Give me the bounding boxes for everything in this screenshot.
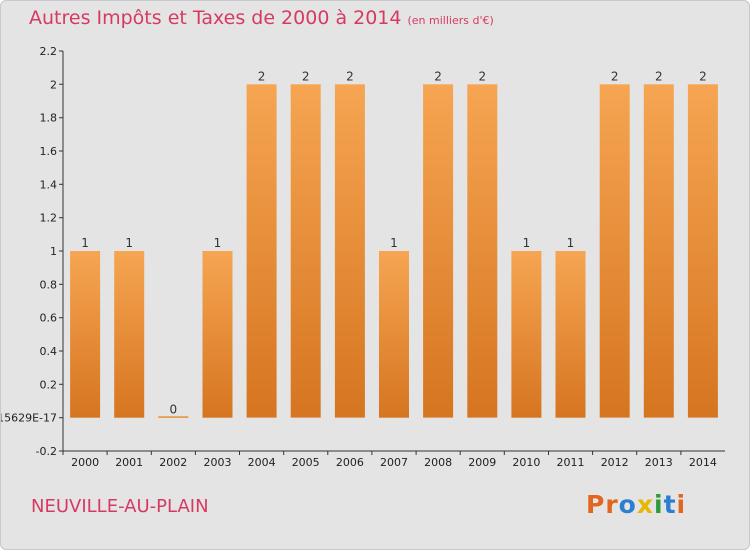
place-name: NEUVILLE-AU-PLAIN <box>31 496 209 517</box>
logo-letter: t <box>663 490 677 519</box>
data-label-2003: 1 <box>214 236 222 250</box>
x-tick-label-2014: 2014 <box>689 456 717 469</box>
bar-2009 <box>467 84 498 418</box>
bar-2007 <box>379 251 409 418</box>
x-tick-labels: 2000 2001 2002 2003 2004 2005 2006 2007 2008 2009… <box>71 456 717 469</box>
y-tick-label: 2.2 <box>40 45 58 58</box>
data-label-2009: 2 <box>478 69 486 83</box>
bar-2001 <box>114 251 145 418</box>
x-tick-label-2007: 2007 <box>380 456 408 469</box>
bars <box>70 84 718 418</box>
bar-2013 <box>643 84 674 418</box>
y-tick-label: 1.6 <box>40 145 58 158</box>
x-tick-label-2011: 2011 <box>557 456 585 469</box>
proxiti-logo: Proxiti <box>586 490 686 519</box>
x-tick-label-2004: 2004 <box>248 456 276 469</box>
data-label-2008: 2 <box>434 69 442 83</box>
data-label-2004: 2 <box>258 69 266 83</box>
title-text: Autres Impôts et Taxes de 2000 à 2014 <box>29 7 402 29</box>
data-label-2005: 2 <box>302 69 310 83</box>
x-tick-label-2000: 2000 <box>71 456 99 469</box>
data-label-2012: 2 <box>611 69 619 83</box>
y-tick-label: 1.4 <box>40 178 58 191</box>
bar-2008 <box>423 84 454 418</box>
logo-letter: P <box>586 490 606 519</box>
y-tick-label: 0.8 <box>40 278 58 291</box>
data-label-2002: 0 <box>169 403 177 417</box>
data-label-2011: 1 <box>567 236 575 250</box>
chart-title: Autres Impôts et Taxes de 2000 à 2014 (en… <box>29 7 494 29</box>
bar-2005 <box>290 84 321 418</box>
bar-2004 <box>246 84 277 418</box>
y-tick-label: 0.6 <box>40 312 58 325</box>
y-tick-label: 1.2 <box>40 212 58 225</box>
x-tick-label-2009: 2009 <box>468 456 496 469</box>
y-tick-label: -0.2 <box>36 445 57 458</box>
data-label-2013: 2 <box>655 69 663 83</box>
x-tick-label-2010: 2010 <box>512 456 540 469</box>
bar-2014 <box>687 84 718 418</box>
data-labels: 1 1 0 1 2 2 2 1 2 2 1 1 2 2 2 <box>81 69 706 416</box>
bar-2012 <box>599 84 630 418</box>
x-tick-label-2002: 2002 <box>159 456 187 469</box>
bar-2010 <box>511 251 542 418</box>
data-label-2006: 2 <box>346 69 354 83</box>
bar-2000 <box>70 251 101 418</box>
bar-2003 <box>202 251 233 418</box>
data-label-2000: 1 <box>81 236 89 250</box>
y-tick-label: 1 <box>50 245 57 258</box>
data-label-2010: 1 <box>523 236 531 250</box>
x-tick-label-2012: 2012 <box>601 456 629 469</box>
x-tick-label-2005: 2005 <box>292 456 320 469</box>
data-label-2014: 2 <box>699 69 707 83</box>
y-tick-labels: -0.2 -1.15629E-17 0.2 0.4 0.6 0.8 1 1.2 1.4 1.6 1.… <box>1 45 57 458</box>
x-tick-label-2003: 2003 <box>204 456 232 469</box>
logo-letter: r <box>605 490 619 519</box>
x-tick-label-2006: 2006 <box>336 456 364 469</box>
data-label-2001: 1 <box>125 236 133 250</box>
bar-2006 <box>334 84 365 418</box>
y-tick-label: 1.8 <box>40 112 58 125</box>
axes <box>59 50 725 455</box>
y-tick-label: 0.2 <box>40 378 58 391</box>
x-tick-label-2008: 2008 <box>424 456 452 469</box>
logo-letter: o <box>618 490 637 519</box>
data-label-2007: 1 <box>390 236 398 250</box>
x-tick-label-2013: 2013 <box>645 456 673 469</box>
chart-subtitle: (en milliers d'€) <box>407 14 494 27</box>
x-tick-label-2001: 2001 <box>115 456 143 469</box>
y-tick-label: -1.15629E-17 <box>1 412 57 425</box>
bar-2002 <box>158 416 189 418</box>
logo-letter: i <box>676 490 687 519</box>
bar-2011 <box>555 251 586 418</box>
logo-letter: i <box>654 490 664 519</box>
logo-letter: x <box>636 490 654 519</box>
y-tick-label: 2 <box>50 78 57 91</box>
y-tick-label: 0.4 <box>40 345 58 358</box>
